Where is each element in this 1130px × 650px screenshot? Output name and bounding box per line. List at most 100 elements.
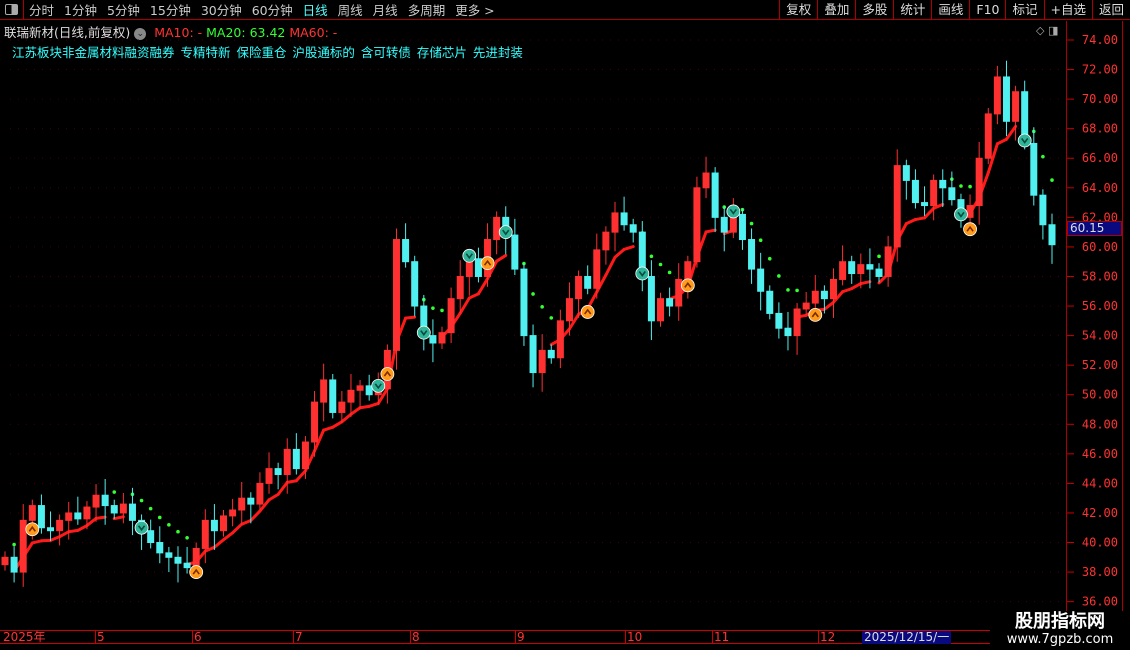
candle-body [775,312,783,329]
period-tab[interactable]: 60分钟 [251,3,293,18]
candle-body [684,261,692,280]
current-price-tag: 60.15 [1067,221,1122,236]
chart-corner-icons: ◇ ◨ [1036,24,1058,37]
candle-body [247,497,255,505]
trend-line-segment [1004,124,1018,141]
chevron-down-icon [374,383,382,390]
candle-body [802,302,810,310]
trend-line-segment [367,401,380,408]
ma10-value: MA10: - [154,25,203,40]
trend-line-segment [231,522,244,535]
period-tab[interactable]: 1分钟 [64,3,97,18]
toolbar-button[interactable]: +自选 [1043,0,1092,20]
candle-body [411,261,419,307]
toolbar-button[interactable]: 统计 [893,0,931,20]
month-label: 5 [95,630,105,644]
y-tick-label: 36.00 [1082,595,1118,609]
candle-body [565,298,573,322]
trend-line-segment [85,516,98,528]
buy-signal-icon [189,565,204,579]
candle-body [28,505,36,521]
y-tick-label: 62.00 [1082,210,1118,224]
ma60-value: MA60: - [289,25,338,40]
candle-body [265,468,273,484]
buy-signal-icon [680,278,695,293]
toolbar-button[interactable]: F10 [969,0,1005,20]
chevron-down-icon[interactable]: ⌄ [134,27,147,40]
trend-line-segment [349,406,362,416]
buy-signal-icon [480,256,495,271]
candle-body [37,505,45,529]
panel-toggle-button[interactable] [0,0,24,20]
candle-body [820,290,828,300]
candle-body [620,212,628,226]
candle-body [65,512,73,521]
y-tick-label: 44.00 [1082,476,1118,490]
candle-body [493,216,501,241]
buy-signal-icon [25,522,40,537]
stock-title: 联瑞新材(日线,前复权) [4,25,131,40]
period-tab[interactable]: 5分钟 [106,3,140,18]
candle-body [292,448,300,470]
trend-line-segment [76,524,89,532]
diamond-icon[interactable]: ◇ [1036,24,1045,37]
trend-line-segment [267,492,280,502]
candle-body [893,165,901,248]
trend-line-segment [240,518,253,526]
chevron-up-icon [483,259,492,266]
trend-dot [667,270,672,275]
period-tab[interactable]: 30分钟 [200,3,242,18]
toolbar-button[interactable]: 叠加 [817,0,855,20]
trend-dot [795,288,799,293]
period-tab[interactable]: 分时 [29,3,55,18]
y-tick-label: 38.00 [1082,565,1118,579]
toolbar-button[interactable]: 返回 [1091,0,1130,20]
cursor-date: 2025/12/15/一 [862,630,952,644]
chevron-down-icon [465,253,473,260]
candle-body [1002,76,1010,122]
toolbar-button[interactable]: 标记 [1005,0,1043,20]
candle-body [911,179,919,204]
month-label: 10 [625,630,643,644]
trend-line-segment [67,528,80,534]
concept-tags[interactable]: 江苏板块非金属材料融资融券 专精特新 保险重仓 沪股通标的 含可转债 存储芯片 … [12,45,523,60]
chevron-up-icon [966,225,974,232]
period-tab[interactable]: 周线 [337,3,363,18]
candle-body [110,505,118,514]
y-tick-label: 72.00 [1082,63,1118,77]
month-label: 2025年 [3,630,46,644]
trend-dot [176,529,180,534]
candle-body [165,552,173,558]
sell-signal-icon [462,248,477,263]
period-tab[interactable]: 月线 [372,3,398,18]
panel-icon[interactable]: ◨ [1047,24,1059,37]
candle-body [738,213,746,241]
trend-line-segment [476,277,490,296]
trend-line-segment [276,480,289,496]
sell-signal-icon [371,378,386,393]
candle-body [584,275,592,289]
y-tick-label: 66.00 [1082,151,1118,165]
toolbar-button[interactable]: 复权 [779,0,817,20]
period-tab[interactable]: 日线 [302,3,328,18]
period-tab[interactable]: 更多 > [455,3,495,18]
trend-line-segment [458,296,471,315]
toolbar-button[interactable]: 画线 [931,0,969,20]
month-label: 6 [192,630,202,644]
candle-body [875,268,883,277]
trend-line-segment [331,420,344,429]
y-tick-label: 60.00 [1082,240,1118,254]
candle-body [320,379,328,403]
y-tick-label: 70.00 [1082,92,1118,106]
candle-body [602,231,610,251]
trend-line-segment [913,216,927,222]
chevron-down-icon [502,229,510,236]
chevron-down-icon [729,208,737,215]
trend-line-segment [203,545,216,553]
period-tab[interactable]: 15分钟 [149,3,191,18]
trend-line-segment [595,273,608,294]
toolbar-button[interactable]: 多股 [855,0,893,20]
trend-dot [12,542,16,547]
period-tab[interactable]: 多周期 [407,3,446,18]
